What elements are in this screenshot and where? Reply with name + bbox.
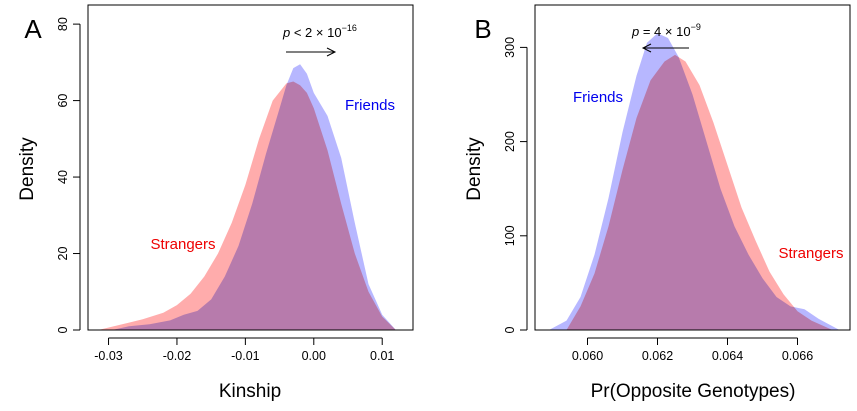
p-symbol: p <box>282 25 290 40</box>
y-tick-label: 20 <box>56 247 70 261</box>
p-value-exponent: −9 <box>691 22 701 32</box>
density-area-strangers <box>98 81 396 330</box>
density-area-strangers <box>566 54 833 331</box>
p-value-text: < 2 × 10 <box>290 25 341 40</box>
panel-letter: A <box>24 14 42 44</box>
x-tick-label: -0.03 <box>94 349 123 363</box>
y-tick-label: 80 <box>56 17 70 31</box>
x-tick-label: 0.064 <box>712 349 743 363</box>
y-tick-label: 0 <box>503 326 517 333</box>
direction-arrow-head <box>326 47 337 57</box>
x-tick-label: 0.060 <box>572 349 603 363</box>
p-value-exponent: −16 <box>342 23 357 33</box>
panel-B: 0.060 0.062 0.064 0.066 0 100 200 300 Pr(Opposit… <box>464 4 851 402</box>
y-tick-label: 200 <box>503 131 517 152</box>
y-axis-title: Density <box>17 137 38 201</box>
x-tick-label: -0.02 <box>163 349 192 363</box>
y-tick-label: 0 <box>56 326 70 333</box>
y-tick-label: 60 <box>56 94 70 108</box>
x-tick-label: 0.01 <box>370 349 394 363</box>
plot-frame <box>534 4 851 331</box>
panel-A: -0.03 -0.02 -0.01 0.00 0.01 0 20 40 60 80 Kinship D… <box>17 4 414 402</box>
x-tick-label: 0.062 <box>642 349 673 363</box>
y-tick-label: 40 <box>56 170 70 184</box>
x-tick-label: 0.00 <box>302 349 326 363</box>
y-tick-label: 100 <box>503 225 517 246</box>
y-tick-label: 300 <box>503 37 517 58</box>
p-value-annotation: p < 2 × 10−16 <box>282 23 357 40</box>
series-label-friends: Friends <box>573 89 623 106</box>
x-axis-title: Pr(Opposite Genotypes) <box>591 381 796 402</box>
p-symbol: p <box>631 24 639 39</box>
series-label-strangers: Strangers <box>150 236 215 253</box>
x-axis-title: Kinship <box>219 381 281 402</box>
p-value-annotation: p = 4 × 10−9 <box>631 22 701 39</box>
p-value-text: = 4 × 10 <box>639 24 690 39</box>
direction-arrow-head <box>641 43 652 53</box>
y-axis-title: Density <box>464 137 485 201</box>
panel-letter: B <box>474 14 491 44</box>
series-label-strangers: Strangers <box>778 245 843 262</box>
x-tick-label: -0.01 <box>231 349 260 363</box>
plot-frame <box>87 4 414 331</box>
x-tick-label: 0.066 <box>782 349 813 363</box>
series-label-friends: Friends <box>345 97 395 114</box>
